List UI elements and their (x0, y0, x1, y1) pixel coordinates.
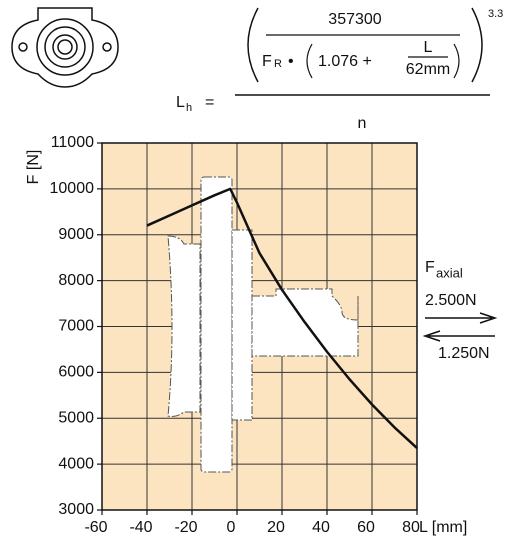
formula: L h = 357300 F R • 1.076 + L 62mm 3.3 n (176, 7, 503, 132)
y-tick-label: 4000 (58, 455, 94, 472)
line-series (146, 187, 418, 449)
y-tick-label: 8000 (58, 272, 94, 289)
x-tick-label: 20 (267, 519, 285, 536)
formula-numerator: 357300 (328, 11, 381, 28)
parentheses (306, 43, 460, 79)
formula-force: F (262, 53, 272, 70)
x-tick-label: -20 (174, 519, 197, 536)
x-tick-label: 40 (312, 519, 330, 536)
formula-lhs-sub: h (186, 102, 192, 114)
y-tick-label: 11000 (51, 134, 94, 151)
formula-force-sub: R (274, 58, 282, 70)
y-tick-label: 7000 (58, 318, 94, 335)
bearing-icon (11, 7, 119, 88)
formula-exponent: 3.3 (488, 8, 503, 20)
formula-equals: = (205, 94, 214, 111)
axial-pull: 1.250N (438, 345, 490, 362)
axial-annotation: F axial 2.500N 1.250N (422, 259, 498, 362)
plot-frame (101, 142, 418, 511)
axial-symbol: F (425, 259, 435, 276)
push-arrow (425, 312, 498, 324)
x-tick-label: 60 (357, 519, 375, 536)
x-tick-label: -60 (84, 519, 107, 536)
x-tick-label: 0 (227, 519, 236, 536)
formula-frac-bottom: 62mm (406, 61, 450, 78)
formula-dot: • (288, 53, 294, 70)
axial-push: 2.500N (425, 292, 477, 309)
y-tick-label: 10000 (50, 180, 95, 197)
formula-denominator: n (358, 115, 367, 132)
y-tick-label: 5000 (58, 409, 94, 426)
big-parentheses (247, 7, 483, 83)
x-tick-label: 80 (402, 519, 420, 536)
x-tick-label: -40 (129, 519, 152, 536)
formula-factor: 1.076 + (318, 53, 372, 70)
axial-subscript: axial (436, 265, 463, 280)
formula-frac-top: L (424, 39, 433, 56)
y-tick-label: 3000 (58, 501, 94, 518)
pull-arrow (422, 330, 495, 342)
y-tick-label: 6000 (58, 364, 94, 381)
y-axis-label: F [N] (25, 150, 42, 185)
x-axis-label: L [mm] (419, 519, 467, 536)
y-tick-label: 9000 (58, 226, 94, 243)
formula-lhs: L (176, 94, 185, 111)
